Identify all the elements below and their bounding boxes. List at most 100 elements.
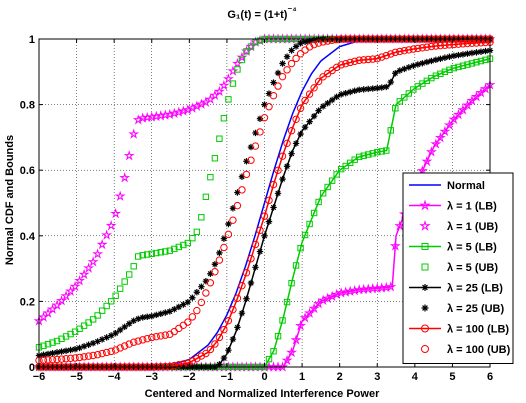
series-marker	[85, 341, 92, 348]
chart-title-base: G₁(t) = (1+t)	[227, 9, 287, 21]
series-marker	[279, 175, 286, 183]
series-marker	[157, 249, 164, 256]
series-marker	[301, 123, 309, 131]
series-marker	[134, 337, 142, 345]
series-marker	[184, 298, 192, 306]
series-marker	[468, 60, 476, 67]
series-marker	[229, 305, 237, 314]
series-marker	[125, 340, 133, 348]
series-marker	[180, 241, 187, 249]
legend-item: λ = 100 (LB)	[409, 324, 509, 336]
series-marker	[218, 79, 230, 91]
series-marker	[319, 103, 327, 110]
series-marker	[337, 91, 345, 98]
series-marker	[80, 343, 88, 350]
series-marker	[292, 115, 300, 123]
series-marker	[202, 289, 210, 297]
series-marker	[288, 47, 295, 54]
series-marker	[340, 286, 352, 297]
series-marker	[328, 177, 336, 184]
series-marker	[324, 183, 331, 191]
series-marker	[153, 311, 160, 319]
series-marker	[57, 355, 66, 363]
series-marker	[198, 283, 205, 290]
series-marker	[296, 49, 305, 58]
series-marker	[247, 279, 255, 287]
legend-marker	[419, 199, 431, 211]
legend-item: λ = 25 (LB)	[409, 283, 503, 295]
series-marker	[306, 220, 313, 228]
series-marker	[256, 226, 264, 234]
series-marker	[270, 79, 277, 86]
series-marker	[58, 348, 65, 355]
series-marker	[450, 64, 458, 72]
series-marker	[144, 313, 151, 321]
series-marker	[292, 140, 300, 147]
series-marker	[437, 70, 444, 77]
series-marker	[93, 350, 102, 359]
series-marker	[220, 325, 228, 334]
y-tick-label: 0.8	[20, 100, 35, 112]
series-marker	[171, 245, 178, 253]
series-marker	[310, 84, 318, 92]
series-marker	[441, 54, 449, 61]
series-marker	[461, 99, 473, 110]
series-marker	[51, 299, 63, 310]
legend-label: Normal	[447, 180, 485, 192]
series-marker	[260, 114, 269, 122]
series-marker	[234, 189, 241, 196]
legend-marker	[419, 219, 431, 231]
series-marker	[229, 205, 237, 212]
series-marker	[98, 307, 106, 314]
series-marker	[216, 135, 223, 142]
series-marker	[220, 115, 228, 122]
series-marker	[94, 338, 101, 345]
series-marker	[346, 88, 354, 96]
series-marker	[283, 66, 291, 74]
x-tick-label: 1	[299, 371, 305, 383]
series-marker	[222, 73, 234, 84]
series-marker	[78, 268, 90, 280]
series-marker	[457, 104, 469, 115]
series-marker	[119, 172, 131, 183]
series-marker	[369, 85, 376, 92]
series-marker	[225, 220, 232, 228]
series-marker	[229, 335, 237, 343]
series-marker	[211, 340, 219, 348]
series-marker	[206, 279, 215, 287]
series-marker	[482, 47, 489, 55]
series-marker	[44, 356, 52, 364]
series-marker	[98, 336, 106, 343]
series-marker	[116, 344, 124, 352]
series-marker	[89, 351, 97, 360]
legend-marker	[421, 284, 429, 291]
series-marker	[71, 346, 79, 353]
series-marker	[130, 338, 138, 346]
series-marker	[107, 347, 115, 356]
series-marker	[220, 354, 228, 362]
series-marker	[421, 155, 433, 167]
series-marker	[392, 105, 399, 112]
series-marker	[243, 295, 250, 302]
series-marker	[139, 336, 147, 344]
series-marker	[256, 115, 264, 122]
series-marker	[53, 355, 61, 364]
series-marker	[446, 66, 453, 74]
series-marker	[143, 334, 151, 343]
series-marker	[283, 163, 291, 170]
series-marker	[310, 36, 318, 44]
x-tick-label: 2	[337, 371, 343, 383]
series-marker	[71, 354, 79, 362]
x-tick-label: −1	[221, 371, 234, 383]
series-marker	[450, 52, 458, 60]
series-marker	[265, 196, 273, 205]
series-marker	[162, 309, 169, 316]
x-tick-label: −5	[70, 371, 83, 383]
series-marker	[301, 38, 309, 45]
series-marker	[180, 301, 187, 308]
series-marker	[356, 153, 363, 161]
series-marker	[265, 355, 273, 363]
series-marker	[242, 170, 251, 179]
series-marker	[410, 62, 417, 69]
